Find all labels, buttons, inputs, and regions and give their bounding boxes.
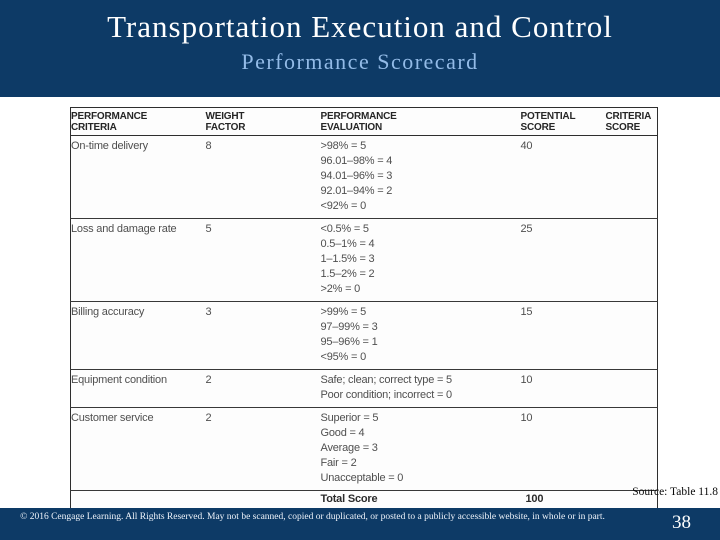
total-score-row: Total Score 100 [71, 491, 658, 511]
column-header-potential-score: POTENTIAL SCORE [520, 107, 606, 136]
weight-factor-cell: 8 [205, 135, 321, 219]
criteria-score-cell [605, 218, 658, 302]
table-row: Billing accuracy 3 >99% = 5 97–99% = 3 9… [70, 301, 658, 370]
table-header-row: PERFORMANCE CRITERIA WEIGHT FACTOR PERFO… [70, 107, 658, 136]
potential-score-cell: 40 [520, 135, 606, 219]
performance-evaluation-cell: <0.5% = 5 0.5–1% = 4 1–1.5% = 3 1.5–2% =… [320, 218, 521, 302]
slide-header: Transportation Execution and Control Per… [0, 0, 720, 97]
total-score-value: 100 [525, 493, 544, 505]
potential-score-cell: 15 [520, 301, 606, 370]
criteria-cell: Equipment condition [70, 369, 206, 408]
table-row: Equipment condition 2 Safe; clean; corre… [70, 369, 658, 408]
scorecard-rows: On-time delivery 8 >98% = 5 96.01–98% = … [70, 135, 658, 491]
weight-factor-cell: 2 [205, 407, 321, 491]
criteria-cell: Customer service [70, 407, 206, 491]
table-row: Customer service 2 Superior = 5 Good = 4… [70, 407, 658, 491]
weight-factor-cell: 3 [205, 301, 321, 370]
performance-evaluation-cell: Superior = 5 Good = 4 Average = 3 Fair =… [320, 407, 521, 491]
source-note: Source: Table 11.8 [632, 486, 718, 498]
slide-subtitle: Performance Scorecard [241, 49, 479, 74]
performance-evaluation-cell: >99% = 5 97–99% = 3 95–96% = 1 <95% = 0 [320, 301, 521, 370]
criteria-score-cell [605, 407, 658, 491]
criteria-score-cell [605, 135, 658, 219]
criteria-cell: Billing accuracy [70, 301, 206, 370]
page-number: 38 [672, 512, 691, 533]
criteria-score-cell [605, 301, 658, 370]
table-row: On-time delivery 8 >98% = 5 96.01–98% = … [70, 135, 658, 219]
total-score-label: Total Score [320, 493, 378, 505]
column-header-weight-factor: WEIGHT FACTOR [205, 107, 321, 136]
potential-score-cell: 25 [520, 218, 606, 302]
criteria-cell: Loss and damage rate [70, 218, 206, 302]
column-header-criteria-score: CRITERIA SCORE [605, 107, 658, 136]
column-header-performance-evaluation: PERFORMANCE EVALUATION [320, 107, 521, 136]
performance-scorecard-table: PERFORMANCE CRITERIA WEIGHT FACTOR PERFO… [70, 107, 658, 511]
slide-footer: © 2016 Cengage Learning. All Rights Rese… [0, 508, 720, 540]
scorecard-table: PERFORMANCE CRITERIA WEIGHT FACTOR PERFO… [70, 107, 658, 511]
performance-evaluation-cell: >98% = 5 96.01–98% = 4 94.01–96% = 3 92.… [320, 135, 521, 219]
criteria-score-cell [605, 369, 658, 408]
table-row: Loss and damage rate 5 <0.5% = 5 0.5–1% … [70, 218, 658, 302]
weight-factor-cell: 2 [205, 369, 321, 408]
weight-factor-cell: 5 [205, 218, 321, 302]
potential-score-cell: 10 [520, 407, 606, 491]
potential-score-cell: 10 [520, 369, 606, 408]
criteria-cell: On-time delivery [70, 135, 206, 219]
copyright-text: © 2016 Cengage Learning. All Rights Rese… [20, 512, 605, 522]
column-header-performance-criteria: PERFORMANCE CRITERIA [70, 107, 206, 136]
slide-title: Transportation Execution and Control [107, 9, 613, 44]
performance-evaluation-cell: Safe; clean; correct type = 5 Poor condi… [320, 369, 521, 408]
